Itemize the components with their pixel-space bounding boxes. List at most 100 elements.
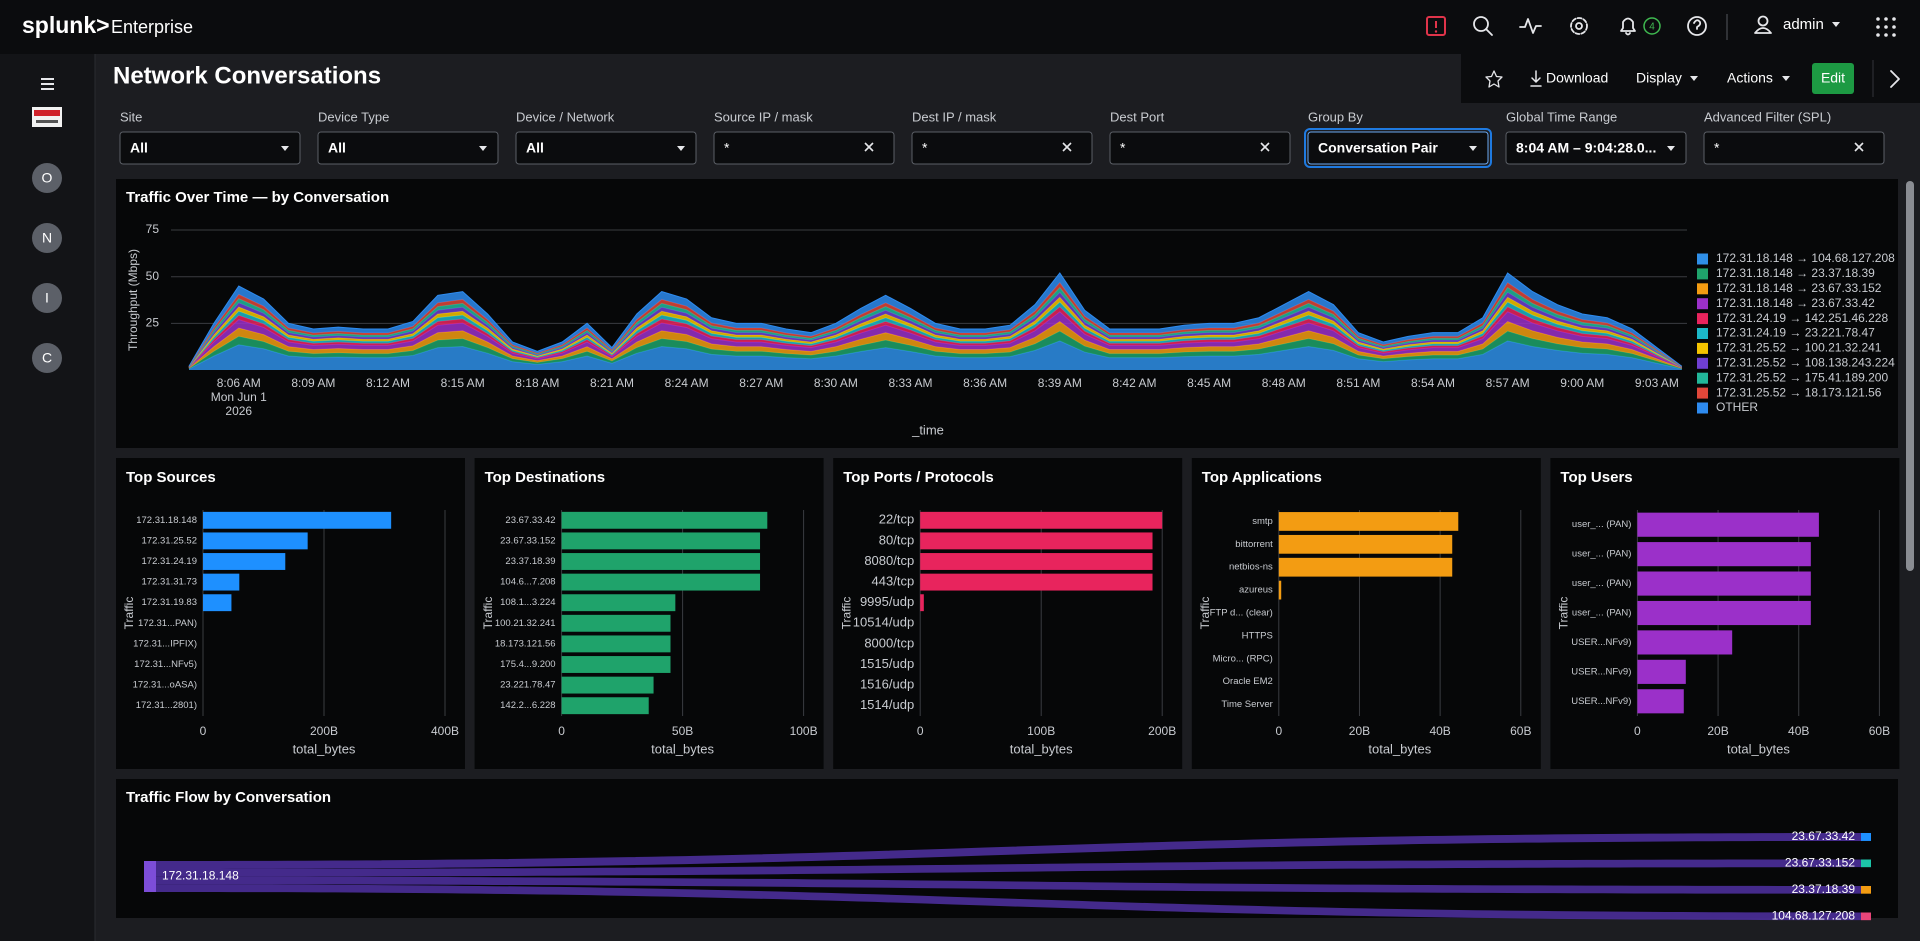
filter-input[interactable] [515,131,697,165]
x-tick-label: 8:48 AM [1262,376,1306,390]
x-tick-label: 20B [1707,724,1728,738]
bar [561,635,671,653]
clear-button[interactable] [1854,142,1864,152]
nav-item-label[interactable]: I [45,290,49,306]
actions-caret[interactable] [1782,76,1790,81]
logo[interactable]: splunk> [22,12,110,38]
legend-label[interactable]: 172.31.25.52 → 18.173.121.56 [1716,385,1882,399]
dropdown-caret[interactable] [479,146,487,151]
filter-value[interactable]: All [130,140,148,156]
legend-swatch[interactable] [1697,268,1708,280]
user-name[interactable]: admin [1783,16,1824,33]
actions-menu[interactable]: Actions [1727,70,1773,86]
legend-swatch[interactable] [1697,387,1708,399]
x-tick-label: 8:51 AM [1336,376,1380,390]
nav-item[interactable] [32,343,62,373]
edit-button[interactable] [1812,63,1854,94]
flow[interactable] [156,833,1861,869]
target-node[interactable] [1861,833,1871,841]
legend-label[interactable]: 172.31.18.148 → 23.37.18.39 [1716,266,1875,280]
display-caret[interactable] [1690,76,1698,81]
legend-swatch[interactable] [1697,402,1708,414]
help-icon[interactable] [1687,16,1707,36]
legend-label[interactable]: 172.31.18.148 → 23.67.33.152 [1716,281,1882,295]
filter-input[interactable] [317,131,499,165]
bar [1278,534,1453,554]
dropdown-caret[interactable] [1469,146,1477,151]
flow[interactable] [156,884,1861,921]
legend-swatch[interactable] [1697,357,1708,369]
x-tick-label: 8:18 AM [515,376,559,390]
legend-label[interactable]: 172.31.25.52 → 108.138.243.224 [1716,355,1895,369]
filter-input[interactable] [1307,131,1489,165]
legend-swatch[interactable] [1697,313,1708,325]
settings-icon[interactable] [1570,17,1588,35]
product-name[interactable]: Enterprise [111,17,193,37]
flow[interactable] [156,876,1861,894]
dropdown-caret[interactable] [677,146,685,151]
display-menu[interactable]: Display [1636,70,1682,86]
alert-icon[interactable] [1426,16,1446,36]
filter-input[interactable] [119,131,301,165]
collapse-chevron[interactable] [1890,70,1900,88]
flow[interactable] [156,859,1861,877]
legend-swatch[interactable] [1697,342,1708,354]
nav-item[interactable] [32,223,62,253]
target-node[interactable] [1861,886,1871,894]
filter-input[interactable] [1703,131,1885,165]
legend-swatch[interactable] [1697,298,1708,310]
edit-label[interactable]: Edit [1821,70,1845,86]
clear-button[interactable] [1260,142,1270,152]
legend-label[interactable]: 172.31.24.19 → 23.221.78.47 [1716,326,1875,340]
filter-input[interactable] [1505,131,1687,165]
legend-label[interactable]: OTHER [1716,400,1758,414]
target-node[interactable] [1861,912,1871,921]
source-node[interactable] [144,861,156,892]
panel-title: Top Sources [126,469,216,486]
scrollbar-thumb[interactable] [1906,181,1914,571]
dropdown-caret[interactable] [1667,146,1675,151]
clear-button[interactable] [864,142,874,152]
filter-value[interactable]: All [328,140,346,156]
filter-value[interactable]: * [1120,140,1126,156]
filter-input[interactable] [1109,131,1291,165]
filter-value[interactable]: * [1714,140,1720,156]
apps-icon[interactable] [1876,17,1896,37]
legend-label[interactable]: 172.31.18.148 → 104.68.127.208 [1716,251,1895,265]
filter-input[interactable] [911,131,1093,165]
target-node[interactable] [1861,859,1871,868]
nav-item-label[interactable]: N [42,230,52,246]
nav-item-label[interactable]: C [42,350,52,366]
legend-swatch[interactable] [1697,253,1708,265]
sidebar-logo[interactable] [32,107,62,127]
filter-value[interactable]: * [724,140,730,156]
search-icon[interactable] [1473,16,1493,36]
legend-label[interactable]: 172.31.25.52 → 100.21.32.241 [1716,341,1882,355]
dropdown-caret[interactable] [281,146,289,151]
nav-item[interactable] [32,163,62,193]
nav-item-label[interactable]: O [42,170,53,186]
legend-swatch[interactable] [1697,328,1708,339]
legend-swatch[interactable] [1697,372,1708,384]
category-label: 9995/udp [860,594,914,609]
filter-label: Source IP / mask [714,109,813,124]
menu-icon[interactable] [41,78,54,90]
clear-button[interactable] [1062,142,1072,152]
favorite-star[interactable] [1485,70,1503,88]
filter-value[interactable]: * [922,140,928,156]
notifications[interactable]: 4 [1620,17,1661,36]
legend-label[interactable]: 172.31.24.19 → 142.251.46.228 [1716,311,1888,325]
download-icon[interactable] [1530,70,1542,87]
activity-icon[interactable] [1519,18,1542,34]
download-button[interactable]: Download [1546,70,1608,86]
filter-input[interactable] [713,131,895,165]
legend-label[interactable]: 172.31.25.52 → 175.41.189.200 [1716,370,1888,384]
user-icon[interactable] [1754,15,1772,34]
filter-value[interactable]: 8:04 AM – 9:04:28.0... [1516,140,1656,156]
legend-label[interactable]: 172.31.18.148 → 23.67.33.42 [1716,296,1875,310]
nav-item[interactable] [32,283,62,313]
filter-value[interactable]: Conversation Pair [1318,140,1438,156]
filter-value[interactable]: All [526,140,544,156]
user-caret[interactable] [1832,22,1840,27]
legend-swatch[interactable] [1697,283,1708,295]
